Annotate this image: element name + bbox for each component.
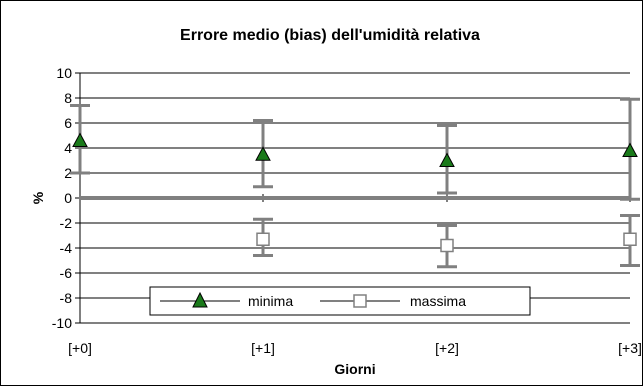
x-tick-label: [+3] bbox=[618, 340, 642, 356]
legend-marker-minima bbox=[192, 291, 208, 308]
x-tick-label: [+1] bbox=[251, 340, 275, 356]
marker-massima bbox=[440, 238, 454, 253]
marker-minima bbox=[255, 146, 271, 161]
x-tick-label: [+2] bbox=[435, 340, 459, 356]
legend-label-massima: massima bbox=[410, 293, 466, 309]
y-tick-label: -2 bbox=[60, 215, 73, 231]
y-tick-label: 4 bbox=[64, 140, 72, 156]
marker-massima bbox=[623, 232, 637, 246]
legend-label-minima: minima bbox=[248, 293, 293, 309]
y-tick-label: 10 bbox=[56, 65, 72, 81]
y-tick-label: 0 bbox=[64, 190, 72, 206]
y-tick-label: -10 bbox=[52, 315, 72, 331]
marker-minima bbox=[72, 132, 88, 147]
y-axis-label: % bbox=[30, 191, 46, 204]
y-tick-label: -8 bbox=[60, 290, 73, 306]
x-tick-label: [+0] bbox=[68, 340, 92, 356]
x-axis-label: Giorni bbox=[334, 361, 375, 377]
chart-title: Errore medio (bias) dell'umidità relativ… bbox=[180, 27, 480, 44]
marker-minima bbox=[622, 142, 638, 157]
error-bars bbox=[70, 97, 640, 269]
y-tick-label: 2 bbox=[64, 165, 72, 181]
y-tick-label: 8 bbox=[64, 90, 72, 106]
y-tick-label: -4 bbox=[60, 240, 73, 256]
legend-marker-massima bbox=[353, 294, 367, 308]
x-tick-labels: [+0] [+1] [+2] [+3] bbox=[68, 340, 642, 356]
legend: minima massima bbox=[149, 286, 531, 316]
y-tick-label: 6 bbox=[64, 115, 72, 131]
axes bbox=[75, 72, 631, 324]
y-tick-label: -6 bbox=[60, 265, 73, 281]
marker-massima bbox=[256, 232, 270, 246]
marker-minima bbox=[439, 152, 455, 167]
y-tick-labels: 10 8 6 4 2 0 -2 -4 -6 -8 -10 bbox=[52, 65, 72, 331]
data-markers bbox=[72, 132, 638, 253]
